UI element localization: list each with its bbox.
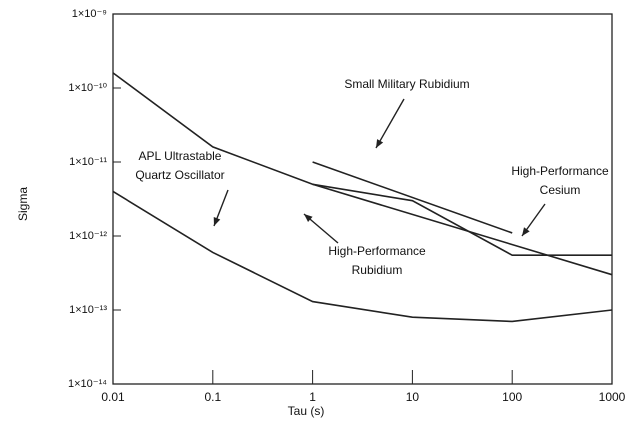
- annotation: Small Military Rubidium: [344, 77, 469, 91]
- series-line: [112, 190, 613, 323]
- y-tick-label: 1×10⁻⁹: [72, 8, 107, 20]
- annotation: Quartz Oscillator: [135, 168, 224, 182]
- y-tick-label: 1×10⁻¹²: [69, 230, 107, 242]
- arrow-head: [522, 227, 530, 236]
- x-tick-label: 1000: [599, 390, 626, 404]
- series-line: [312, 183, 612, 257]
- x-tick-label: 1: [309, 390, 316, 404]
- x-tick-label: 0.1: [204, 390, 221, 404]
- annotation: High-Performance: [328, 244, 426, 258]
- arrow-head: [304, 214, 313, 223]
- annotation: High-Performance: [511, 164, 609, 178]
- plot-frame: [112, 13, 613, 385]
- y-tick-label: 1×10⁻¹⁰: [68, 82, 107, 94]
- x-tick-label: 100: [502, 390, 522, 404]
- x-tick-label: 10: [406, 390, 420, 404]
- x-axis-label: Tau (s): [288, 404, 325, 418]
- y-tick-label: 1×10⁻¹⁴: [68, 378, 107, 390]
- y-tick-label: 1×10⁻¹³: [69, 304, 107, 316]
- y-tick-label: 1×10⁻¹¹: [69, 156, 107, 168]
- series-line: [312, 161, 513, 234]
- annotation: Cesium: [540, 183, 581, 197]
- arrow-head: [376, 139, 384, 148]
- x-tick-label: 0.01: [101, 390, 125, 404]
- series-line: [112, 72, 613, 276]
- annotation: APL Ultrastable: [139, 149, 222, 163]
- y-axis-label: Sigma: [16, 187, 30, 221]
- annotation: Rubidium: [352, 263, 403, 277]
- arrow-head: [213, 217, 221, 226]
- annotation-arrow: [375, 98, 405, 149]
